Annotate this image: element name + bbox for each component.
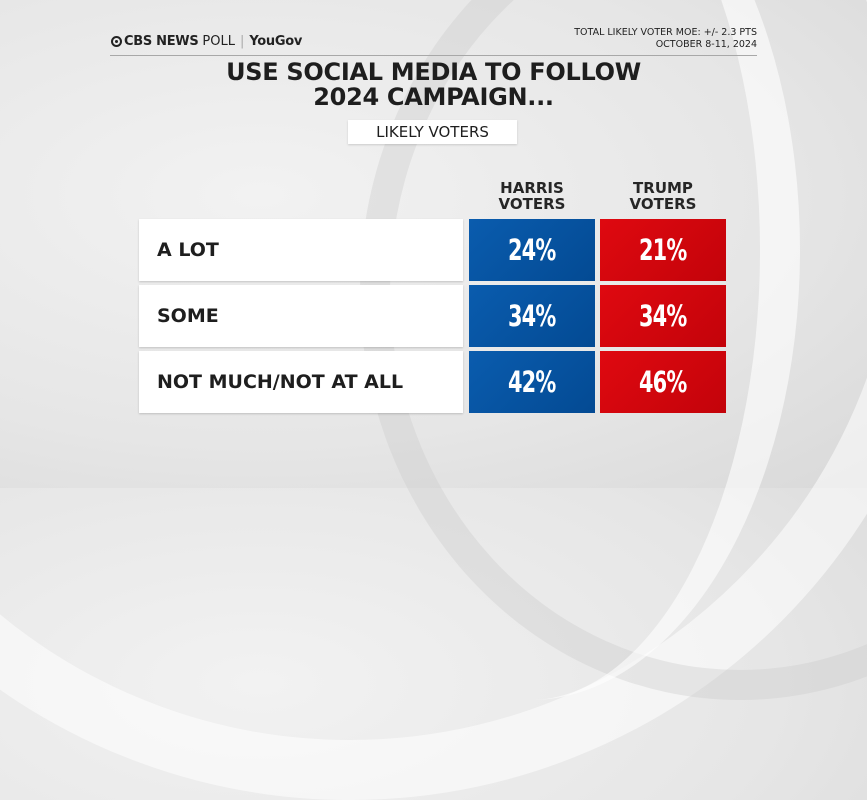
header-divider <box>110 55 757 56</box>
brand-suffix: POLL <box>202 34 235 49</box>
value: 46% <box>639 365 687 399</box>
cell-harris-not-much: 42% <box>469 351 595 413</box>
row-label-some: SOME <box>139 285 463 347</box>
cell-trump-a-lot: 21% <box>600 219 726 281</box>
value: 34% <box>639 299 687 333</box>
column-header-line: HARRIS <box>500 179 564 197</box>
value: 24% <box>508 233 556 267</box>
partner-name: YouGov <box>249 34 303 49</box>
poll-dates: OCTOBER 8-11, 2024 <box>655 38 757 50</box>
logo-divider: | <box>239 34 245 49</box>
brand-name: CBS NEWS <box>124 34 199 49</box>
value: 34% <box>508 299 556 333</box>
column-header-line: TRUMP <box>633 179 693 197</box>
cell-harris-some: 34% <box>469 285 595 347</box>
cbs-eye-icon <box>111 36 122 47</box>
poll-meta: TOTAL LIKELY VOTER MOE: +/- 2.3 PTS OCTO… <box>574 27 757 50</box>
value: 21% <box>639 233 687 267</box>
cell-harris-a-lot: 24% <box>469 219 595 281</box>
cbs-news-poll-logo: CBS NEWS POLL | YouGov <box>111 34 302 49</box>
population-label: LIKELY VOTERS <box>348 120 517 144</box>
column-header-trump: TRUMP VOTERS <box>600 180 726 212</box>
title-line-2: 2024 CAMPAIGN... <box>313 83 554 111</box>
value: 42% <box>508 365 556 399</box>
row-label-not-much: NOT MUCH/NOT AT ALL <box>139 351 463 413</box>
margin-of-error: TOTAL LIKELY VOTER MOE: +/- 2.3 PTS <box>574 27 757 38</box>
cell-trump-not-much: 46% <box>600 351 726 413</box>
column-header-line: VOTERS <box>629 195 697 213</box>
column-header-line: VOTERS <box>498 195 566 213</box>
row-label-a-lot: A LOT <box>139 219 463 281</box>
column-header-harris: HARRIS VOTERS <box>469 180 595 212</box>
cell-trump-some: 34% <box>600 285 726 347</box>
title-line-1: USE SOCIAL MEDIA TO FOLLOW <box>226 58 641 86</box>
chart-title: USE SOCIAL MEDIA TO FOLLOW 2024 CAMPAIGN… <box>110 60 757 110</box>
